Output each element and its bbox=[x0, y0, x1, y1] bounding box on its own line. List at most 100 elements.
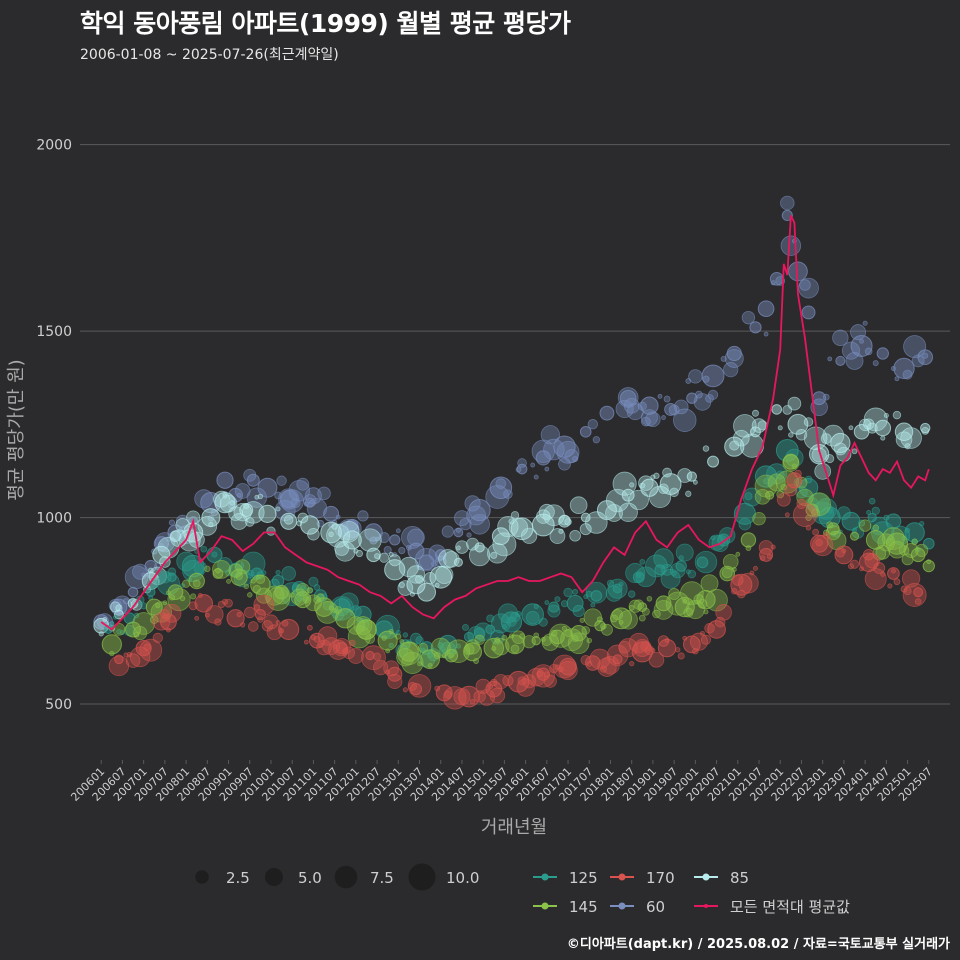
point-145 bbox=[388, 628, 394, 635]
point-60 bbox=[688, 369, 703, 384]
point-125 bbox=[841, 511, 861, 531]
legend-swatch-dot bbox=[618, 873, 626, 881]
point-60 bbox=[872, 360, 879, 367]
point-60 bbox=[890, 366, 896, 372]
point-60 bbox=[864, 347, 873, 356]
point-60 bbox=[626, 403, 644, 421]
legend-label: 모든 면적대 평균값 bbox=[730, 898, 850, 916]
point-60 bbox=[663, 395, 671, 403]
point-170 bbox=[322, 637, 341, 656]
point-145 bbox=[668, 588, 681, 601]
point-145 bbox=[752, 511, 766, 526]
point-145 bbox=[190, 593, 197, 600]
point-145 bbox=[212, 559, 231, 579]
point-170 bbox=[731, 588, 738, 595]
point-85 bbox=[398, 556, 420, 578]
point-60 bbox=[723, 362, 739, 378]
point-145 bbox=[168, 594, 176, 601]
point-145 bbox=[805, 514, 812, 521]
point-145 bbox=[915, 543, 929, 557]
scatter-points bbox=[93, 195, 935, 710]
point-85 bbox=[109, 601, 121, 613]
average-line-path bbox=[100, 215, 930, 631]
point-60 bbox=[357, 510, 369, 522]
point-145 bbox=[417, 661, 422, 667]
point-125 bbox=[275, 569, 281, 576]
point-170 bbox=[108, 655, 130, 677]
point-85 bbox=[300, 515, 320, 535]
point-60 bbox=[243, 468, 257, 482]
point-145 bbox=[807, 492, 831, 516]
point-145 bbox=[385, 648, 391, 654]
point-170 bbox=[434, 685, 441, 692]
point-85 bbox=[243, 502, 250, 509]
point-170 bbox=[812, 528, 820, 536]
point-170 bbox=[677, 652, 685, 660]
point-170 bbox=[618, 638, 638, 658]
point-170 bbox=[224, 598, 233, 608]
point-145 bbox=[653, 600, 674, 620]
point-170 bbox=[194, 615, 200, 621]
point-60 bbox=[741, 310, 756, 325]
point-85 bbox=[883, 412, 889, 419]
point-145 bbox=[204, 565, 211, 573]
point-125 bbox=[441, 648, 447, 654]
point-170 bbox=[558, 660, 578, 681]
point-145 bbox=[745, 545, 752, 551]
legend-label: 85 bbox=[730, 869, 749, 887]
point-145 bbox=[101, 634, 122, 655]
point-145 bbox=[533, 632, 540, 639]
point-125 bbox=[696, 556, 709, 569]
point-170 bbox=[902, 583, 927, 607]
point-85 bbox=[752, 409, 759, 417]
point-170 bbox=[543, 674, 557, 688]
point-125 bbox=[296, 595, 303, 602]
point-60 bbox=[335, 514, 341, 520]
point-170 bbox=[257, 616, 264, 623]
point-85 bbox=[258, 504, 277, 523]
point-125 bbox=[572, 588, 579, 595]
point-125 bbox=[455, 643, 461, 649]
point-145 bbox=[230, 568, 248, 586]
point-145 bbox=[399, 639, 405, 644]
point-60 bbox=[862, 320, 868, 326]
point-170 bbox=[278, 618, 300, 641]
point-145 bbox=[550, 629, 558, 637]
point-145 bbox=[296, 582, 310, 597]
point-85 bbox=[558, 528, 564, 534]
point-145 bbox=[228, 563, 243, 578]
point-60 bbox=[827, 356, 833, 362]
point-125 bbox=[675, 543, 694, 562]
point-170 bbox=[758, 540, 774, 555]
point-170 bbox=[784, 512, 790, 518]
chart-subtitle: 2006-01-08 ~ 2025-07-26(최근계약일) bbox=[80, 47, 339, 63]
point-170 bbox=[383, 660, 400, 677]
point-85 bbox=[702, 445, 710, 452]
point-60 bbox=[724, 348, 744, 368]
point-60 bbox=[770, 280, 776, 286]
point-170 bbox=[822, 532, 830, 540]
point-125 bbox=[590, 602, 596, 608]
point-85 bbox=[328, 531, 334, 538]
point-170 bbox=[689, 632, 708, 651]
point-170 bbox=[306, 624, 313, 631]
y-axis: 500 1000 1500 2000 bbox=[36, 138, 72, 713]
legend: 2.5 5.0 7.5 10.0 125 170 85 145 60 모든 면적대 평균값 bbox=[195, 863, 850, 916]
point-60 bbox=[517, 458, 527, 468]
point-170 bbox=[531, 664, 555, 688]
point-85 bbox=[229, 500, 235, 506]
point-60 bbox=[911, 354, 925, 368]
point-145 bbox=[226, 578, 231, 584]
point-60 bbox=[364, 523, 383, 542]
point-85 bbox=[466, 537, 479, 551]
point-85 bbox=[751, 418, 767, 433]
legend-label: 170 bbox=[646, 869, 675, 887]
point-125 bbox=[883, 514, 890, 521]
point-125 bbox=[607, 578, 628, 599]
point-170 bbox=[699, 630, 705, 636]
point-125 bbox=[639, 559, 646, 565]
point-145 bbox=[903, 542, 919, 559]
point-125 bbox=[123, 612, 136, 625]
point-85 bbox=[538, 503, 555, 520]
point-170 bbox=[407, 674, 432, 698]
